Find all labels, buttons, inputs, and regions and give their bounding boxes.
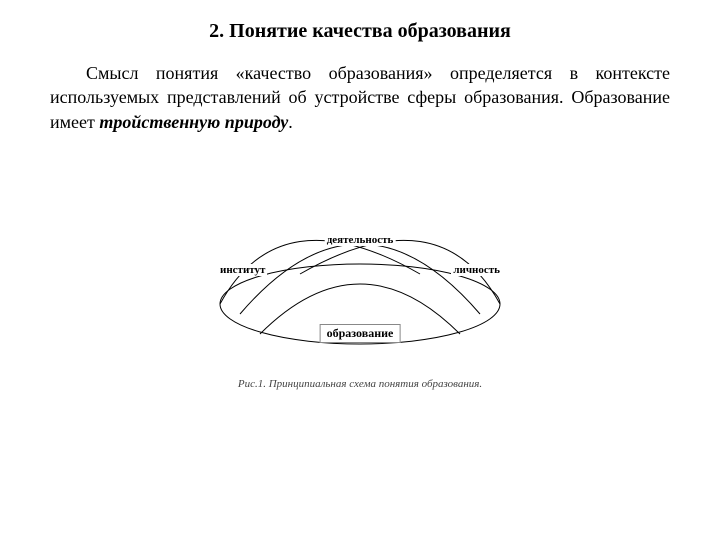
diagram-label-left: институт (218, 264, 267, 276)
paragraph-emphasis: тройственную природу (99, 112, 288, 132)
diagram-label-bottom: образование (320, 324, 401, 343)
section-heading: 2. Понятие качества образования (50, 20, 670, 43)
diagram-label-right: личность (451, 264, 502, 276)
venn-diagram: деятельность институт личность образован… (180, 194, 540, 364)
diagram-label-top: деятельность (325, 234, 396, 246)
figure-caption: Рис.1. Принципиальная схема понятия обра… (238, 378, 482, 390)
figure-container: деятельность институт личность образован… (50, 194, 670, 390)
body-paragraph: Смысл понятия «качество образования» опр… (50, 61, 670, 134)
paragraph-text-3: . (288, 112, 293, 132)
petal-arc-1 (240, 244, 480, 314)
